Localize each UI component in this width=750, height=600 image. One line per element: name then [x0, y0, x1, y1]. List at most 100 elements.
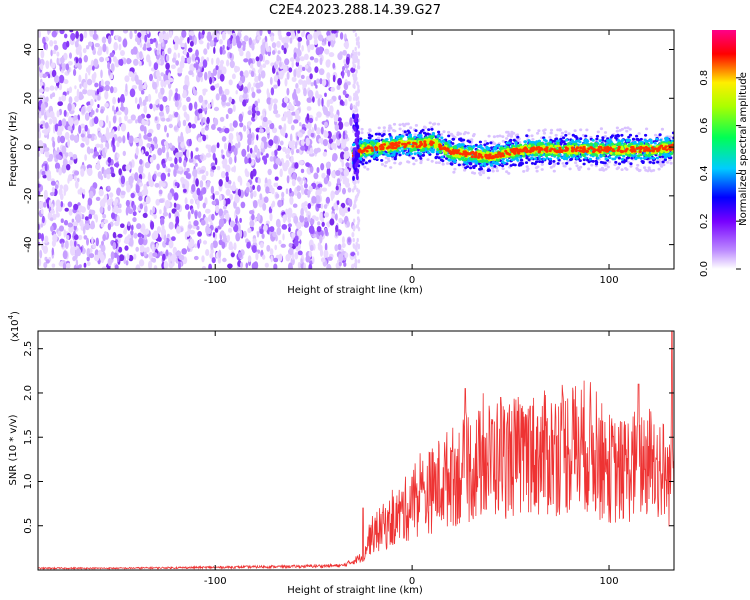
noise-cell — [73, 135, 79, 143]
noise-cell — [277, 78, 281, 87]
noise-cell — [138, 182, 144, 187]
noise-cell — [218, 218, 225, 228]
signal-cell — [501, 164, 505, 168]
signal-cell — [606, 165, 610, 169]
noise-cell — [119, 106, 126, 112]
noise-cell — [49, 85, 55, 91]
signal-cell — [418, 152, 422, 156]
noise-cell — [324, 37, 327, 45]
noise-cell — [341, 242, 346, 248]
noise-cell — [249, 220, 255, 228]
noise-cell — [239, 70, 244, 77]
noise-cell — [273, 263, 278, 269]
noise-cell — [291, 232, 296, 238]
noise-cell — [247, 81, 251, 91]
noise-cell — [83, 235, 88, 240]
noise-cell — [249, 147, 253, 154]
signal-cell — [553, 162, 557, 166]
noise-cell — [328, 138, 334, 144]
noise-cell — [38, 258, 42, 267]
noise-cell — [183, 188, 187, 193]
signal-cell — [451, 142, 455, 145]
signal-cell — [533, 157, 538, 161]
signal-cell — [430, 127, 434, 131]
signal-cell — [536, 165, 540, 169]
noise-cell — [52, 213, 57, 221]
noise-cell — [113, 41, 118, 51]
signal-cell — [411, 156, 415, 160]
noise-cell — [91, 236, 94, 245]
noise-cell — [43, 189, 48, 198]
noise-cell — [211, 200, 217, 206]
noise-cell — [203, 48, 208, 55]
noise-cell — [188, 35, 193, 41]
noise-cell — [356, 187, 359, 193]
noise-cell — [347, 207, 351, 212]
noise-cell — [202, 202, 206, 209]
signal-cell — [628, 127, 632, 131]
signal-cell — [487, 134, 491, 138]
noise-cell — [251, 213, 255, 221]
noise-cell — [139, 159, 143, 165]
noise-cell — [67, 103, 72, 112]
signal-cell — [363, 165, 367, 169]
signal-cell — [542, 129, 546, 133]
signal-cell — [629, 164, 633, 168]
noise-cell — [211, 213, 215, 221]
noise-cell — [45, 43, 48, 50]
noise-cell — [133, 253, 137, 260]
signal-cell — [547, 153, 551, 157]
noise-cell — [184, 197, 188, 205]
noise-cell — [175, 216, 180, 225]
signal-cell — [584, 134, 588, 138]
noise-cell — [320, 163, 325, 171]
noise-cell — [143, 120, 149, 125]
noise-cell — [332, 74, 336, 83]
noise-cell — [210, 185, 215, 195]
noise-cell — [184, 204, 190, 210]
noise-cell — [347, 187, 352, 193]
signal-cell — [474, 161, 479, 165]
noise-cell — [74, 40, 79, 48]
noise-cell — [188, 158, 194, 163]
signal-cell — [630, 156, 634, 160]
noise-cell — [267, 178, 272, 187]
noise-cell — [355, 41, 359, 46]
noise-cell — [112, 137, 115, 146]
signal-cell — [368, 136, 372, 140]
noise-cell — [73, 175, 77, 182]
signal-cell — [599, 127, 604, 131]
signal-cell — [601, 136, 605, 140]
noise-cell — [297, 30, 301, 34]
signal-cell — [560, 156, 564, 160]
signal-cell — [544, 139, 548, 143]
noise-cell — [357, 259, 361, 264]
noise-cell — [133, 137, 140, 144]
signal-cell — [430, 159, 434, 163]
noise-cell — [220, 149, 224, 155]
noise-cell — [357, 36, 360, 41]
noise-cell — [84, 223, 91, 231]
noise-cell — [182, 84, 189, 91]
noise-cell — [350, 67, 356, 73]
noise-cell — [303, 183, 308, 189]
noise-cell — [296, 191, 302, 200]
noise-cell — [170, 163, 174, 168]
noise-cell — [55, 184, 59, 190]
signal-cell — [637, 169, 642, 173]
noise-cell — [67, 222, 74, 228]
noise-cell — [297, 132, 303, 138]
noise-cell — [180, 55, 185, 64]
noise-cell — [53, 40, 57, 45]
noise-cell — [83, 30, 88, 39]
signal-cell — [598, 168, 602, 172]
noise-cell — [41, 233, 44, 242]
noise-cell — [47, 170, 51, 177]
signal-cell — [495, 169, 499, 173]
noise-cell — [291, 76, 297, 83]
noise-cell — [229, 123, 233, 128]
noise-cell — [94, 254, 100, 262]
noise-cell — [120, 50, 125, 56]
noise-cell — [298, 79, 304, 85]
noise-cell — [293, 119, 299, 124]
